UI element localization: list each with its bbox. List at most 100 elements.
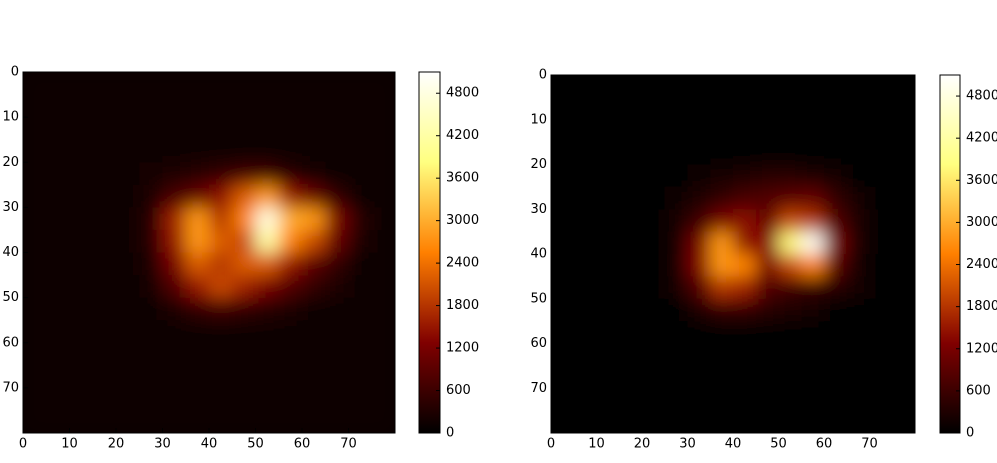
heatmap-cell (778, 276, 802, 300)
colorbar-tick-label: 3000 (446, 213, 479, 228)
heatmap-cell (92, 297, 117, 321)
heatmap-cell (371, 139, 395, 163)
heatmap-cell (278, 387, 303, 411)
heatmap-cell (278, 297, 303, 321)
heatmap-cell (278, 117, 303, 141)
heatmap-cell (846, 254, 870, 277)
heatmap-cell (23, 387, 47, 411)
heatmap-cell (255, 207, 280, 231)
heatmap-cell (869, 254, 893, 277)
heatmap-cell (642, 343, 666, 367)
heatmap-cell (255, 387, 280, 411)
heatmap-cell (92, 365, 117, 389)
x-tick-label: 0 (547, 437, 555, 452)
heatmap-cell (551, 75, 575, 98)
heatmap-cell (846, 164, 870, 188)
colorbar (939, 74, 961, 434)
heatmap-cell (348, 207, 373, 231)
heatmap-cell (596, 388, 620, 412)
heatmap-cell (139, 297, 163, 321)
heatmap-cell (185, 365, 210, 389)
heatmap-cell (551, 254, 575, 277)
heatmap-cell (69, 275, 94, 299)
heatmap-cell (642, 164, 666, 188)
heatmap-cell (185, 387, 210, 411)
heatmap-cell (778, 209, 802, 233)
heatmap-cell (687, 365, 711, 389)
heatmap-cell (162, 275, 187, 299)
heatmap-cell (892, 298, 915, 322)
heatmap-cell (892, 410, 915, 433)
heatmap-cell (755, 75, 779, 98)
heatmap-cell (596, 410, 620, 433)
heatmap-cell (710, 186, 734, 210)
heatmap-cell (755, 97, 779, 121)
heatmap-cell (232, 387, 256, 411)
colorbar-tick-label: 3600 (966, 173, 997, 188)
heatmap-cell (824, 410, 848, 433)
heatmap-cell (619, 388, 643, 412)
heatmap-cell (869, 209, 893, 233)
heatmap-cell (869, 298, 893, 322)
heatmap-cell (116, 365, 140, 389)
x-tick-label: 60 (816, 437, 833, 452)
heatmap-cell (687, 254, 711, 277)
heatmap-cell (116, 297, 140, 321)
heatmap-cell (573, 254, 597, 277)
heatmap-cell (573, 209, 597, 233)
heatmap-cell (824, 209, 848, 233)
heatmap-cell (755, 119, 779, 143)
heatmap-cell (733, 75, 757, 98)
heatmap-cell (232, 184, 256, 208)
heatmap-cell (664, 97, 688, 121)
heatmap-cell (596, 97, 620, 121)
x-tick-label: 60 (294, 437, 311, 452)
colorbar (418, 71, 441, 434)
heatmap-cell (801, 119, 825, 143)
heatmap-cell (778, 410, 802, 433)
heatmap-cell (596, 209, 620, 233)
y-tick-label: 10 (530, 112, 547, 127)
heatmap-cell (371, 117, 395, 141)
heatmap-cell (325, 117, 349, 141)
colorbar-tick-label: 2400 (966, 257, 997, 272)
heatmap-cell (687, 410, 711, 433)
heatmap-cell (69, 365, 94, 389)
heatmap-cell (348, 320, 373, 344)
heatmap-cell (371, 320, 395, 344)
heatmap-cell (573, 298, 597, 322)
heatmap-cell (162, 117, 187, 141)
heatmap-cell (664, 321, 688, 344)
heatmap-cell (325, 184, 349, 208)
heatmap-cell (687, 142, 711, 165)
heatmap-cell (824, 388, 848, 412)
colorbar-tick-label: 4800 (446, 86, 479, 101)
heatmap-cell (46, 139, 70, 163)
heatmap-cell (348, 184, 373, 208)
heatmap-cell (278, 365, 303, 389)
heatmap-cell (710, 298, 734, 322)
heatmap-cell (824, 186, 848, 210)
heatmap-cell (232, 410, 256, 433)
heatmap-cell (869, 388, 893, 412)
heatmap-cell (302, 184, 326, 208)
heatmap-cell (892, 142, 915, 165)
heatmap-cell (755, 298, 779, 322)
heatmap-cell (755, 209, 779, 233)
heatmap-cell (209, 184, 233, 208)
heatmap-cell (642, 298, 666, 322)
heatmap-cell (116, 207, 140, 231)
heatmap-cell (869, 231, 893, 255)
heatmap-cell (710, 119, 734, 143)
colorbar-tick-label: 0 (966, 426, 974, 441)
heatmap-cell (846, 142, 870, 165)
heatmap-cell (573, 388, 597, 412)
heatmap-cell (371, 365, 395, 389)
heatmap-cell (869, 75, 893, 98)
heatmap-cell (869, 142, 893, 165)
heatmap-cell (801, 142, 825, 165)
heatmap-cell (846, 119, 870, 143)
heatmap-cell (710, 209, 734, 233)
heatmap-cell (733, 365, 757, 389)
